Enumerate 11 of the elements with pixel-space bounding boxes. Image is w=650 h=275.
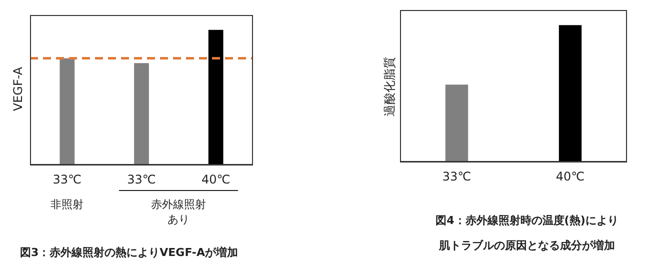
y-axis-title: VEGF-A: [11, 66, 25, 114]
y-axis-title: 過酸化脂質: [382, 56, 398, 118]
text: 赤外線照射あり: [150, 197, 208, 227]
x-tick-label: 33℃: [442, 170, 472, 184]
x-tick-label: 33℃: [52, 172, 82, 187]
text: 図3：赤外線照射の熱によりVEGF-Aが増加: [20, 245, 239, 261]
x-tick-label: 40℃: [201, 172, 230, 187]
x-tick-label: 33℃: [127, 172, 156, 187]
x-tick-label: 40℃: [556, 170, 585, 184]
text: 図4：赤外線照射時の温度(熱)により肌トラブルの原因となる成分が増加: [434, 213, 620, 254]
text: 非照射: [50, 197, 85, 212]
